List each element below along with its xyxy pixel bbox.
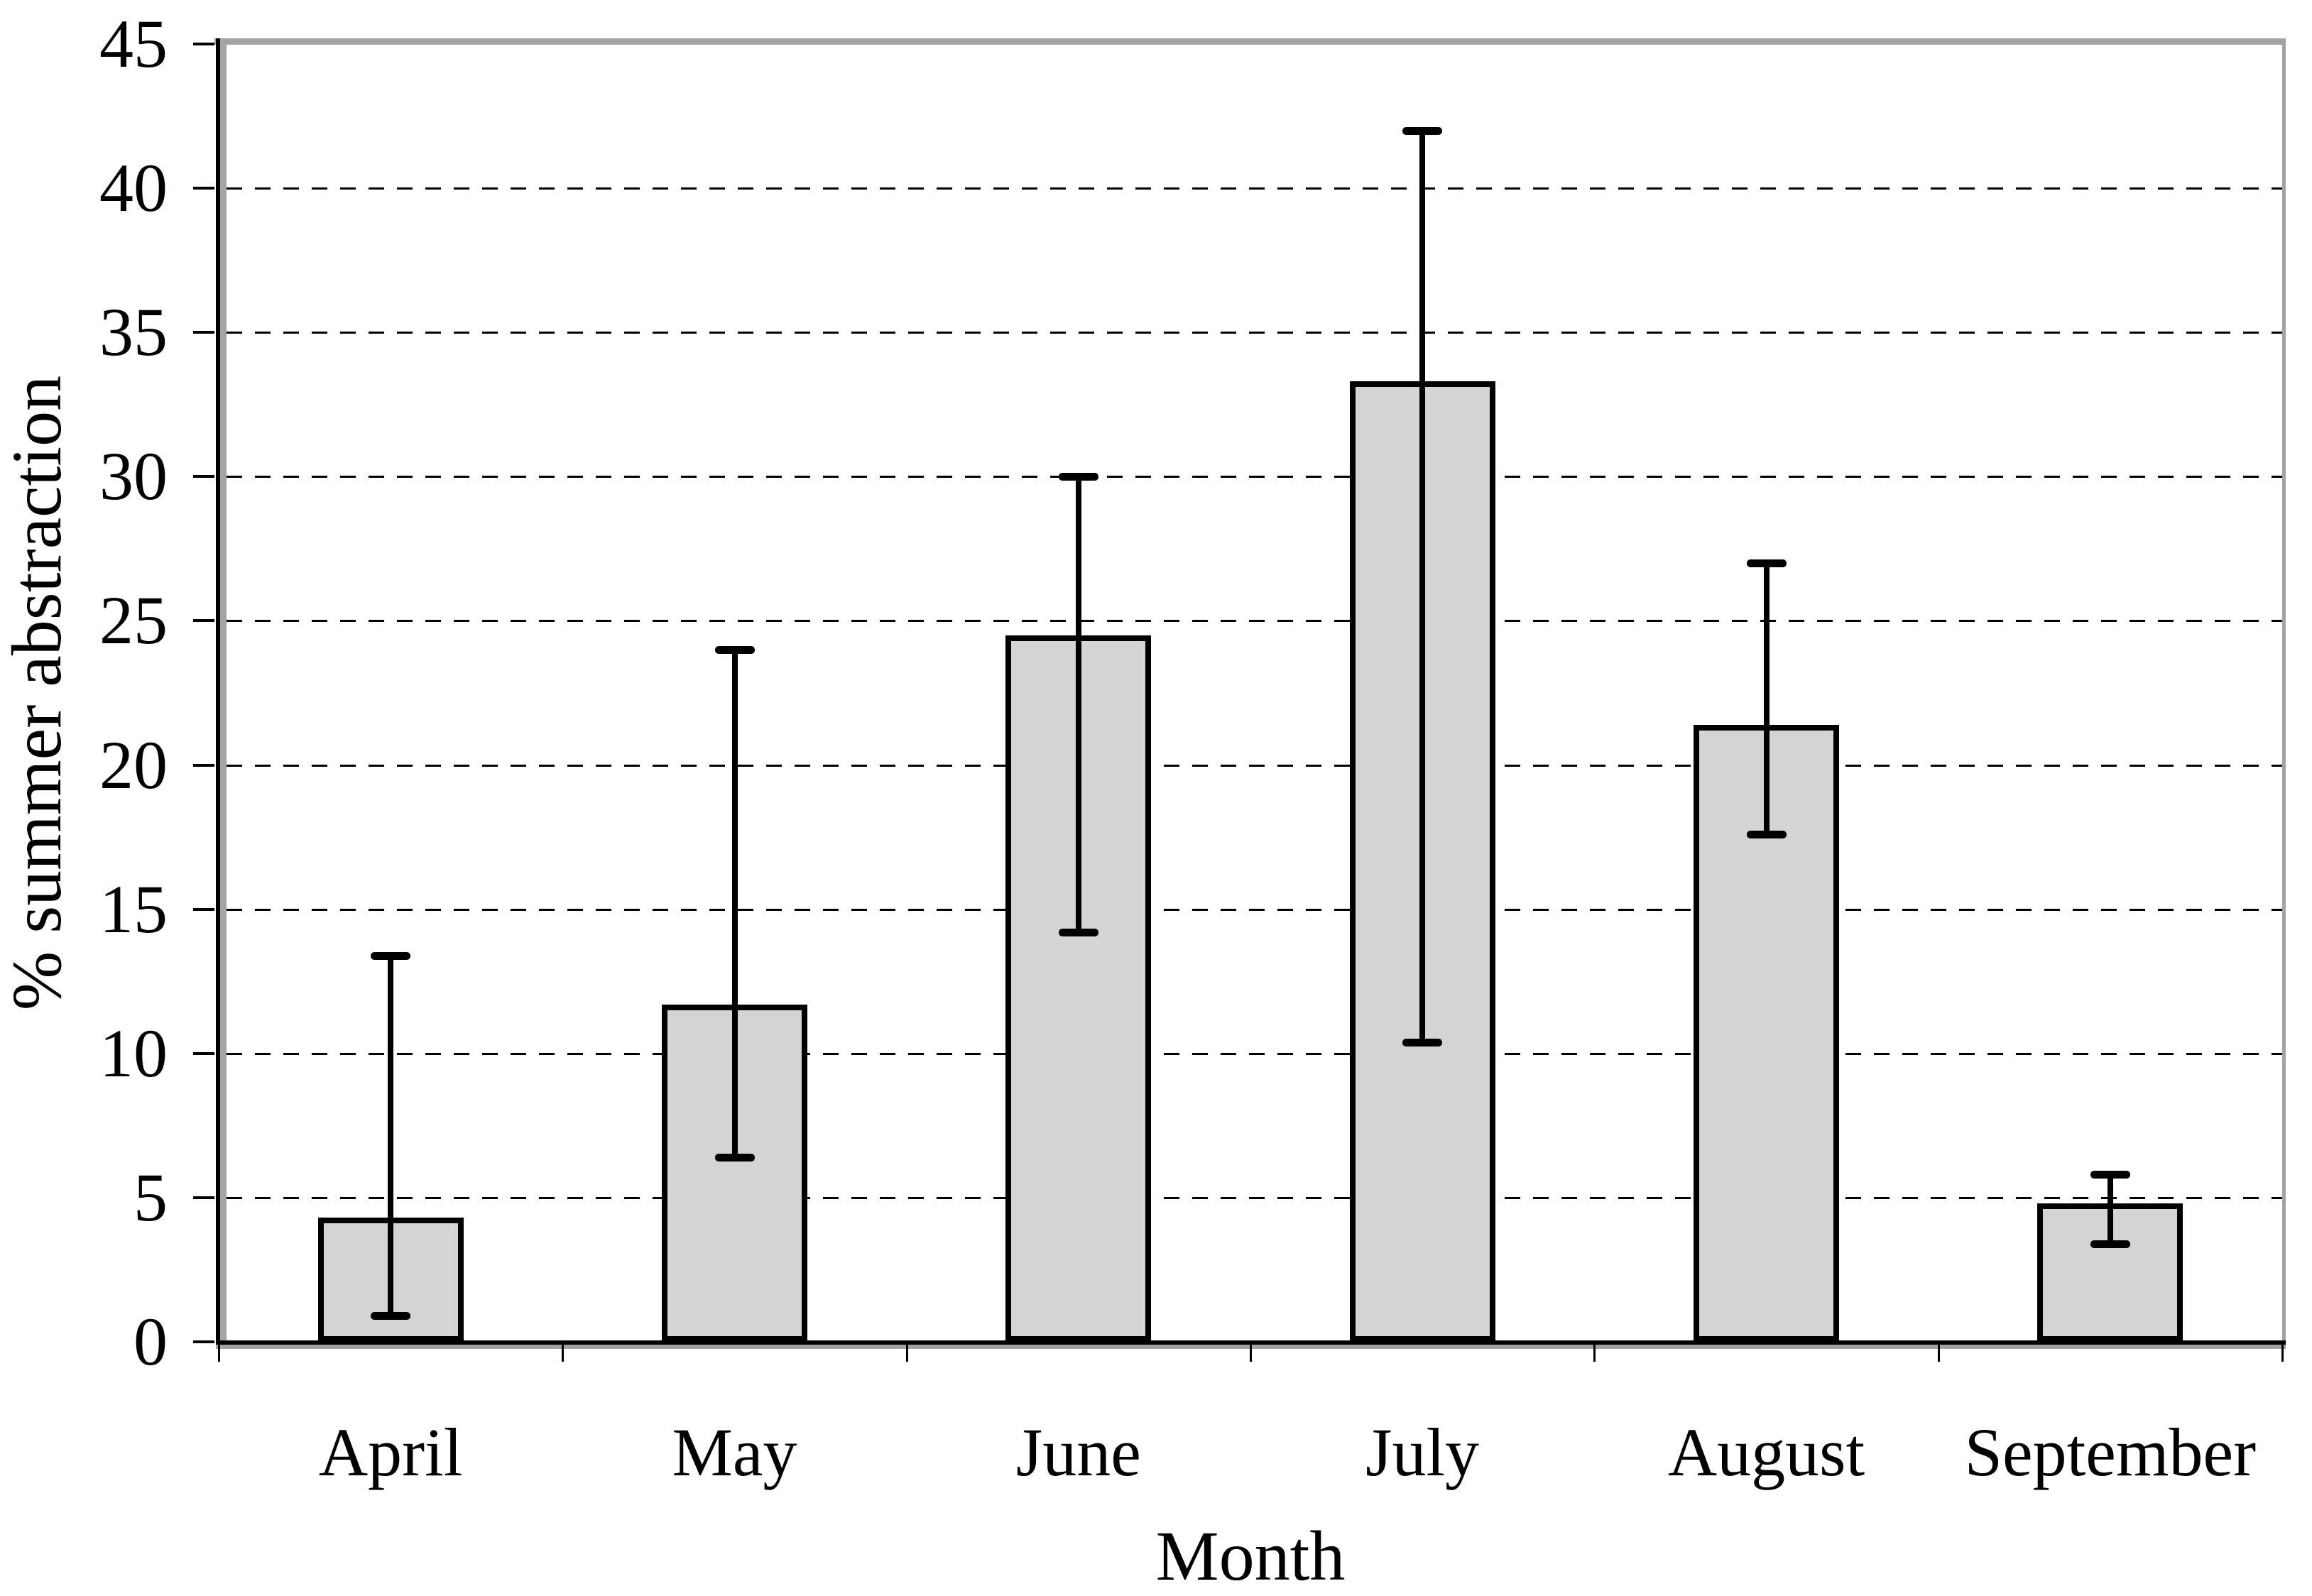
x-tick	[562, 1345, 565, 1362]
y-tick	[193, 1340, 214, 1343]
error-bar-cap-bottom	[714, 1154, 755, 1162]
y-gridline	[227, 764, 2282, 767]
error-bar-line	[1075, 476, 1081, 933]
x-axis-title: Month	[1155, 1516, 1346, 1595]
y-tick-label: 40	[99, 150, 168, 226]
plot-border-right	[2282, 38, 2286, 1347]
error-bar-cap-top	[714, 646, 755, 655]
y-axis-line	[216, 38, 220, 1345]
y-tick	[193, 475, 214, 479]
error-bar-cap-bottom	[1746, 831, 1787, 839]
x-tick	[1250, 1345, 1252, 1362]
error-bar-cap-top	[1402, 126, 1443, 135]
y-tick	[193, 43, 214, 45]
error-bar-cap-top	[2090, 1171, 2130, 1179]
error-bar-cap-bottom	[371, 1312, 411, 1321]
x-category-label: May	[672, 1414, 797, 1490]
error-bar-line	[1419, 130, 1426, 1042]
error-bar-cap-bottom	[1058, 929, 1098, 937]
error-bar-line	[388, 955, 394, 1316]
y-tick	[193, 619, 214, 623]
x-category-label: September	[1964, 1414, 2257, 1490]
x-tick	[905, 1345, 908, 1362]
y-tick	[193, 187, 214, 190]
x-tick	[2281, 1345, 2284, 1362]
y-tick	[193, 763, 214, 767]
y-gridline	[227, 1196, 2282, 1199]
x-category-label: April	[318, 1414, 463, 1490]
y-tick	[193, 331, 214, 334]
x-axis-line	[216, 1340, 2286, 1345]
bar	[662, 1004, 807, 1342]
y-tick-label: 30	[99, 438, 168, 515]
y-gridline	[227, 620, 2282, 623]
error-bar-cap-top	[1058, 473, 1098, 481]
error-bar-cap-bottom	[2090, 1240, 2130, 1248]
plot-border-top	[214, 38, 2286, 45]
error-bar-line	[1763, 563, 1770, 835]
y-tick-label: 10	[99, 1015, 168, 1091]
y-tick	[193, 907, 214, 911]
y-tick-label: 20	[99, 726, 168, 803]
y-gridline	[227, 1052, 2282, 1055]
y-gridline	[227, 908, 2282, 911]
y-axis-title: % summer abstraction	[0, 375, 76, 1011]
y-tick-label: 0	[133, 1303, 168, 1379]
y-tick-label: 35	[99, 294, 168, 371]
y-gridline	[227, 187, 2282, 190]
y-gridline	[227, 332, 2282, 334]
x-category-label: June	[1015, 1414, 1141, 1490]
y-tick-label: 15	[99, 870, 168, 947]
x-tick	[1593, 1345, 1596, 1362]
error-bar-line	[731, 650, 738, 1157]
error-bar-cap-top	[1746, 559, 1787, 568]
error-bar-line	[2107, 1174, 2113, 1244]
x-tick	[218, 1345, 220, 1362]
y-tick-label: 45	[99, 6, 168, 82]
y-axis-shadow	[220, 45, 227, 1341]
error-bar-cap-bottom	[1402, 1038, 1443, 1046]
x-category-label: July	[1365, 1414, 1480, 1490]
y-tick	[193, 1196, 214, 1199]
x-tick	[1937, 1345, 1940, 1362]
error-bar-cap-top	[371, 951, 411, 960]
x-category-label: August	[1667, 1414, 1865, 1490]
y-tick-label: 5	[133, 1159, 168, 1235]
y-tick	[193, 1051, 214, 1055]
y-tick-label: 25	[99, 582, 168, 659]
y-gridline	[227, 476, 2282, 479]
